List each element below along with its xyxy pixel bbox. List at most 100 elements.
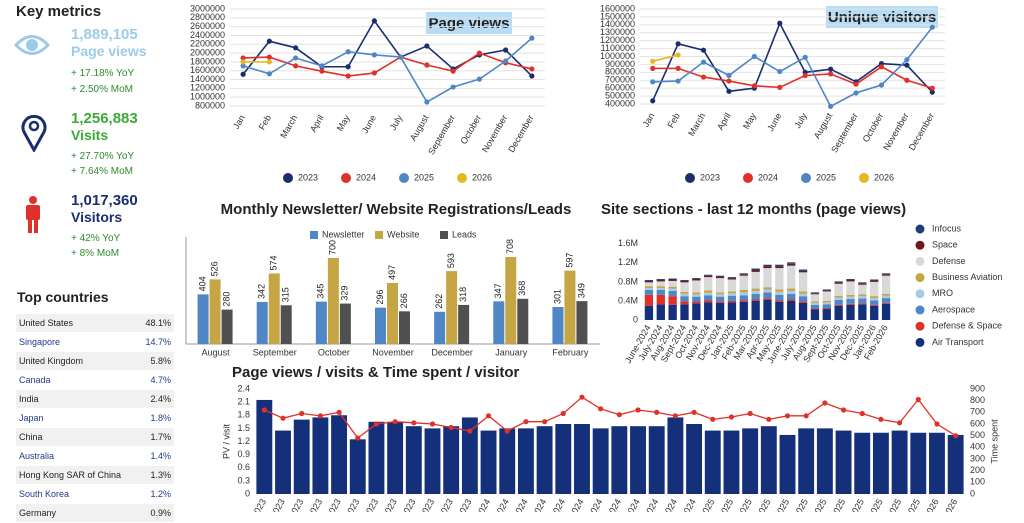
chart-title: Site sections - last 12 months (page vie… [601,201,906,218]
bar [910,432,927,494]
y-tick-label: 2.4 [237,383,250,393]
bar-segment [858,304,867,320]
x-tick-label: 2025 [866,497,885,512]
x-tick-label: 2024 [623,497,642,512]
bar-segment [751,271,760,289]
bar-segment [834,297,843,300]
x-tick-label: 2025 [885,497,904,512]
data-point [777,20,783,26]
country-share: 1.2% [128,484,174,504]
bar-segment [680,279,689,281]
y-tick-label: 1800000 [190,56,225,66]
bar-segment [656,288,665,290]
y-tick-label: 1400000 [190,74,225,84]
bar-segment [787,299,796,301]
legend-swatch [915,240,925,250]
legend-swatch [457,173,467,183]
country-share: 14.7% [128,332,174,352]
y2-tick-label: 200 [970,465,985,475]
bar [947,434,964,494]
data-point [675,52,681,58]
country-share: 5.8% [128,351,174,371]
data-point [261,407,267,413]
bar-segment [715,302,725,320]
data-point [700,59,707,65]
data-point [822,400,828,406]
bar-segment [739,273,748,275]
value-label: 266 [399,293,409,308]
bar-segment [715,292,725,295]
y-tick-label: 500000 [605,90,635,100]
bar-segment [692,279,701,281]
x-tick-label: November [372,347,414,357]
bar-segment [881,295,891,299]
y-axis-title: PV / visit [221,424,231,460]
data-point [266,59,272,65]
legend-swatch [915,289,925,299]
bar-segment [858,294,867,297]
bar-segment [798,269,808,271]
y-tick-label: 0.9 [237,449,250,459]
bar [458,304,470,344]
bar-segment [810,293,820,295]
bar [564,270,576,344]
bar-segment [692,301,701,304]
data-point [529,35,535,41]
legend-swatch [859,173,869,183]
y-tick-label: 1200000 [190,83,225,93]
legend-label: Website [387,229,419,239]
y-tick-label: 1.8 [237,410,250,420]
bar [667,417,684,494]
x-tick-label: 2026 [941,497,960,512]
data-point [953,433,959,439]
bar-segment [715,296,725,302]
data-point [859,410,865,417]
data-point [726,78,732,84]
x-tick-label: June [360,113,378,135]
data-point [784,413,791,419]
y-tick-label: 1400000 [600,19,635,29]
bar-segment [751,293,760,300]
bar-segment [787,290,796,294]
data-point [371,70,377,76]
legend-swatch [915,256,925,266]
country-row: Hong Kong SAR of China 1.3% [16,465,174,485]
data-point [828,71,834,77]
bar-segment [810,302,820,305]
bar [704,430,721,494]
x-tick-label: September [253,347,297,357]
series-line [242,37,533,104]
bar [256,301,268,344]
x-tick-label: October [458,113,483,146]
bar-segment [810,292,820,294]
bar-segment [798,291,808,294]
bar-segment [787,288,796,291]
bar-segment [644,282,654,287]
data-point [240,55,246,61]
bar-segment [834,282,843,284]
bar-segment [881,303,891,320]
data-point [450,84,456,90]
data-point [802,72,808,79]
bar-segment [834,283,843,296]
bar [552,307,564,344]
bar-segment [763,299,772,320]
bar [742,428,759,494]
data-point [853,90,859,96]
data-point [240,71,246,77]
data-point [529,66,535,72]
value-label: 315 [281,287,291,302]
data-point [319,63,325,69]
country-share: 2.4% [128,389,174,409]
bar [816,428,833,494]
legend-label: Air Transport [932,337,984,347]
data-point [675,41,681,47]
y-tick-label: 2400000 [190,30,225,40]
bar [493,301,505,344]
data-point [476,50,482,56]
bar-segment [858,283,867,285]
bar-segment [775,266,784,269]
data-point [853,81,859,87]
metric-label: Visitors [71,209,123,225]
x-tick-label: 2025 [698,497,717,512]
